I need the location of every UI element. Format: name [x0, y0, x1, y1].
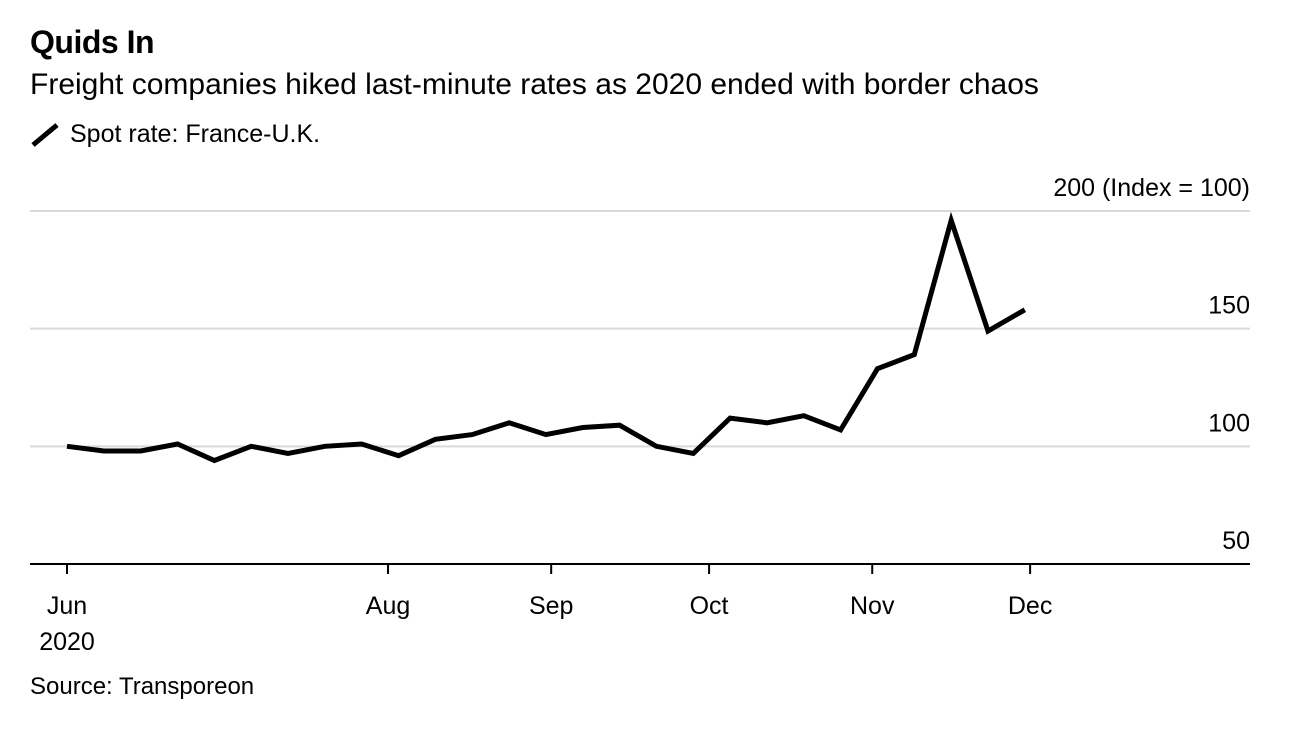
y-tick-label-150: 150	[1208, 292, 1250, 320]
series-layer	[66, 211, 1027, 464]
x-tick-label-sep: Sep	[529, 592, 573, 620]
chart-title: Quids In	[30, 24, 155, 60]
x-tick-label-jun: Jun	[47, 592, 87, 620]
y-tick-label-50: 50	[1222, 527, 1250, 555]
y-tick-label-200: 200 (Index = 100)	[1053, 174, 1250, 202]
source-note: Source: Transporeon	[30, 673, 255, 700]
y-tick-label-100: 100	[1208, 409, 1250, 437]
gridlines	[30, 210, 1250, 448]
x-tick-sublabel-year: 2020	[39, 628, 95, 656]
x-tick-label-oct: Oct	[690, 592, 729, 620]
x-tick-label-aug: Aug	[366, 592, 410, 620]
y-axis-labels: 200 (Index = 100) 150 100 50	[1053, 174, 1250, 555]
series-line-0	[66, 211, 1027, 464]
line-swatch-icon	[31, 122, 59, 147]
x-tick-label-nov: Nov	[850, 592, 895, 620]
x-axis: Jun 2020 Aug Sep Oct Nov Dec	[30, 563, 1250, 656]
chart-legend: Spot rate: France-U.K.	[30, 120, 320, 149]
legend-label: Spot rate: France-U.K.	[70, 120, 321, 148]
chart-subtitle: Freight companies hiked last-minute rate…	[30, 68, 1039, 101]
x-tick-label-dec: Dec	[1008, 592, 1052, 620]
